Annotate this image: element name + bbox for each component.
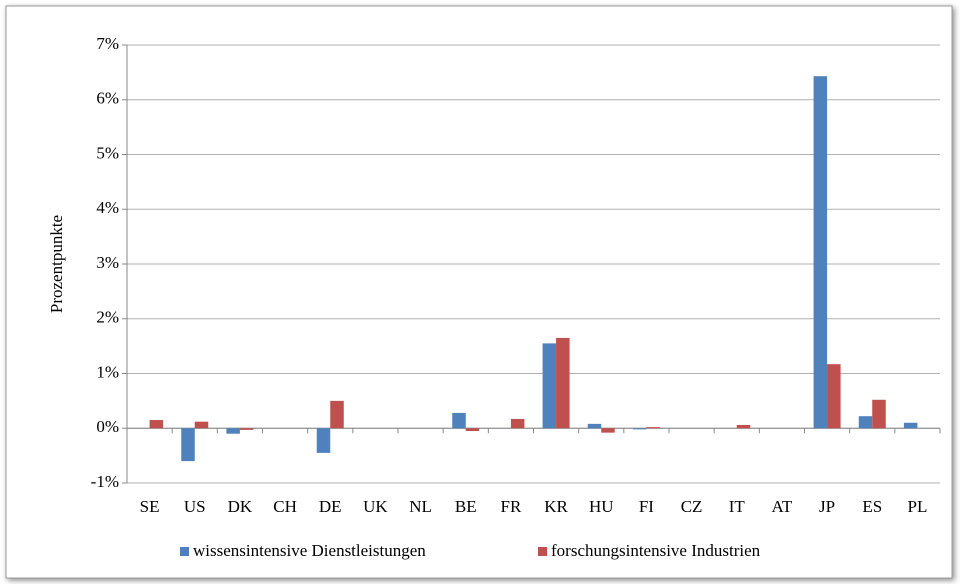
chart-frame — [5, 5, 953, 579]
x-tick-label: FI — [639, 497, 654, 516]
y-tick-label: 6% — [96, 89, 119, 108]
bar — [646, 427, 660, 429]
y-tick-label: 5% — [96, 143, 119, 162]
y-tick-label: 7% — [96, 34, 119, 53]
x-tick-label: JP — [819, 497, 835, 516]
bar — [903, 422, 918, 429]
bar — [181, 428, 195, 462]
x-tick-label: US — [184, 497, 206, 516]
bar — [556, 337, 570, 429]
bar — [587, 423, 602, 429]
x-tick-label: UK — [363, 497, 388, 516]
legend-label: wissensintensive Dienstleistungen — [193, 541, 426, 560]
y-tick-label: 2% — [96, 308, 119, 327]
x-tick-label: IT — [729, 497, 746, 516]
legend-swatch — [538, 547, 547, 556]
bar — [872, 399, 886, 429]
bar — [827, 364, 841, 429]
x-tick-label: SE — [140, 497, 160, 516]
bar — [632, 428, 647, 430]
bar — [601, 428, 615, 433]
bar — [149, 420, 164, 429]
bar — [542, 343, 557, 429]
x-tick-label: ES — [862, 497, 882, 516]
bar — [316, 428, 331, 453]
x-tick-label: KR — [544, 497, 568, 516]
y-tick-label: -1% — [91, 472, 119, 491]
y-tick-label: 3% — [96, 253, 119, 272]
x-tick-label: CH — [273, 497, 297, 516]
bar — [194, 421, 209, 429]
x-tick-label: NL — [409, 497, 432, 516]
legend-label: forschungsintensive Industrien — [551, 541, 761, 560]
bar — [452, 412, 466, 429]
x-tick-label: FR — [501, 497, 522, 516]
x-tick-label: CZ — [681, 497, 703, 516]
y-tick-label: 1% — [96, 362, 119, 381]
x-tick-label: DK — [228, 497, 253, 516]
x-tick-label: DE — [319, 497, 342, 516]
y-tick-label: 0% — [96, 417, 119, 436]
x-tick-label: PL — [907, 497, 927, 516]
bar — [510, 418, 525, 429]
x-tick-label: BE — [455, 497, 477, 516]
legend-swatch — [180, 547, 189, 556]
bar — [330, 400, 344, 429]
bar — [226, 428, 240, 434]
x-tick-label: AT — [772, 497, 793, 516]
bar — [736, 424, 751, 429]
bar — [813, 76, 828, 429]
bar — [465, 428, 480, 431]
y-axis-title: Prozentpunkte — [47, 215, 66, 313]
y-tick-label: 4% — [96, 198, 119, 217]
bar — [858, 416, 873, 429]
bar — [239, 428, 254, 430]
x-tick-label: HU — [589, 497, 614, 516]
